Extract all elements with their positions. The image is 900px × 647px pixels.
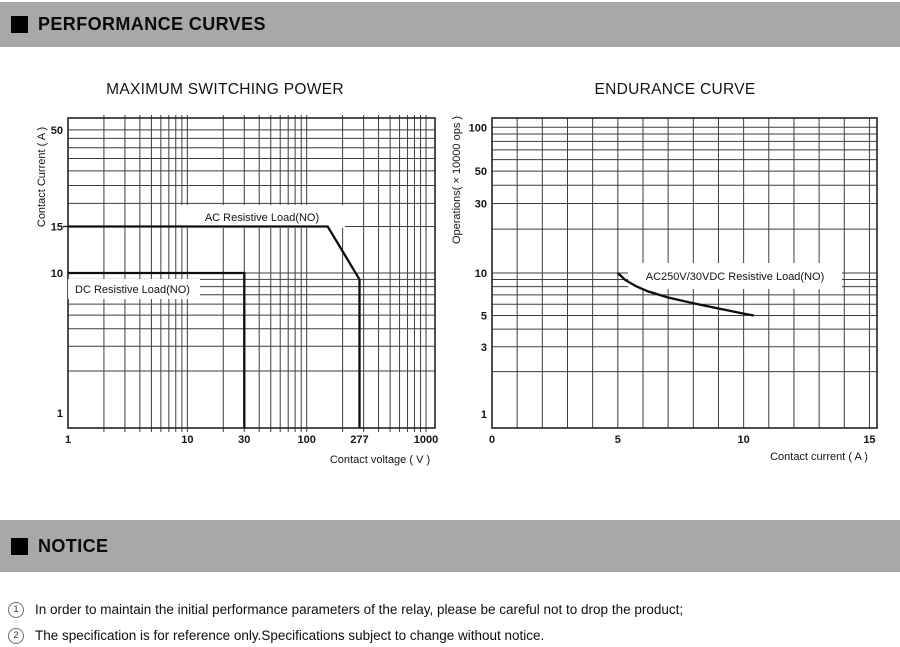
charts-section: MAXIMUM SWITCHING POWER ENDURANCE CURVE … [36, 81, 878, 466]
x-tick-label: 5 [615, 434, 621, 446]
performance-curves-header: PERFORMANCE CURVES [0, 2, 900, 47]
series-label-box [68, 279, 200, 299]
y-tick-label: 10 [51, 268, 63, 280]
notice-header: NOTICE [0, 520, 900, 572]
x-tick-label: 1 [65, 434, 71, 446]
y-tick-label: 15 [51, 222, 63, 234]
y-tick-label: 1 [57, 408, 63, 420]
y-tick-label: 30 [475, 198, 487, 210]
plot-border [491, 117, 878, 429]
y-tick-label: 50 [475, 166, 487, 178]
x-axis-label: Contact current ( A ) [770, 451, 868, 463]
series-label: DC Resistive Load(NO) [75, 284, 190, 296]
x-tick-label: 15 [863, 434, 875, 446]
y-axis-label: Operations( × 10000 ops ) [451, 116, 463, 244]
item-number-badge: 2 [8, 628, 24, 644]
y-tick-label: 50 [51, 125, 63, 137]
x-axis-label: Contact voltage ( V ) [330, 454, 430, 466]
y-tick-label: 1 [481, 409, 487, 421]
y-tick-label: 10 [475, 268, 487, 280]
y-axis-label: Contact Current ( A ) [36, 127, 48, 227]
max-switching-power-chart: AC Resistive Load(NO) DC Resistive Load(N… [36, 115, 438, 466]
performance-curves-title: PERFORMANCE CURVES [38, 14, 266, 34]
series-label-box [180, 205, 345, 228]
notice-item: 2 The specification is for reference onl… [8, 627, 892, 644]
series-label-box [628, 263, 842, 289]
series-label: AC250V/30VDC Resistive Load(NO) [646, 271, 825, 283]
y-tick-label: 100 [469, 122, 487, 134]
x-tick-label: 30 [238, 434, 250, 446]
notice-item: 1 In order to maintain the initial perfo… [8, 601, 892, 618]
section-marker-icon [11, 16, 28, 33]
x-tick-label: 10 [181, 434, 193, 446]
x-tick-label: 100 [298, 434, 316, 446]
x-tick-label: 10 [738, 434, 750, 446]
notice-item-text: The specification is for reference only.… [35, 628, 545, 643]
x-tick-label: 1000 [414, 434, 438, 446]
series-curve [68, 225, 361, 428]
notice-title: NOTICE [38, 535, 109, 556]
chart-title-endurance-curve: ENDURANCE CURVE [594, 81, 756, 98]
notice-item-text: In order to maintain the initial perform… [35, 602, 684, 617]
x-tick-label: 277 [350, 434, 368, 446]
series-label: AC Resistive Load(NO) [205, 212, 319, 224]
series-curve [617, 272, 754, 317]
x-tick-label: 0 [489, 434, 495, 446]
item-number-badge: 1 [8, 602, 24, 618]
notice-list: 1 In order to maintain the initial perfo… [8, 601, 892, 647]
section-marker-icon [11, 537, 28, 555]
chart-title-max-switching-power: MAXIMUM SWITCHING POWER [106, 81, 344, 98]
y-tick-label: 5 [481, 310, 487, 322]
series-curve [68, 271, 246, 428]
endurance-curve-chart: AC250V/30VDC Resistive Load(NO)0 5 10 15100… [451, 116, 878, 463]
y-tick-label: 3 [481, 342, 487, 354]
